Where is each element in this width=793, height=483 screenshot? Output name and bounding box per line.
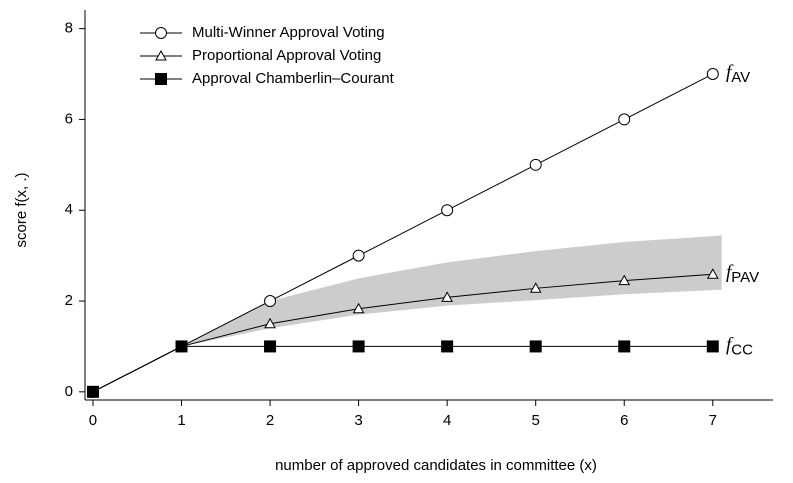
point (529, 158, 542, 171)
annotation-f: f (726, 335, 734, 356)
annotation: fPAV (726, 263, 759, 287)
legend-label: Approval Chamberlin–Courant (192, 70, 395, 87)
x-tick-label: 0 (89, 412, 97, 429)
x-tick-label: 4 (443, 412, 451, 429)
annotation: fAV (726, 62, 750, 86)
y-tick-label: 4 (65, 201, 73, 218)
y-tick-label: 0 (65, 383, 73, 400)
point (618, 274, 631, 286)
annotation-sub: PAV (731, 269, 759, 286)
point (706, 268, 719, 279)
point (175, 340, 188, 353)
point (441, 340, 454, 353)
x-tick-label: 3 (354, 412, 362, 429)
point (155, 27, 167, 39)
point (264, 340, 277, 353)
series-line (92, 345, 713, 393)
point (706, 68, 719, 81)
point (441, 291, 454, 302)
point (441, 204, 454, 217)
annotation-sub: CC (731, 341, 753, 358)
legend-label: Proportional Approval Voting (192, 47, 381, 64)
series-line (92, 273, 713, 393)
annotation-sub: AV (731, 69, 750, 86)
point (352, 302, 365, 314)
x-tick-label: 1 (177, 412, 185, 429)
point (86, 385, 99, 398)
x-tick-label: 6 (620, 412, 628, 429)
y-axis-label: score f(x, .) (13, 172, 30, 247)
point (529, 282, 542, 293)
x-tick-label: 2 (266, 412, 274, 429)
annotation-f: f (726, 263, 734, 284)
point (352, 249, 365, 262)
point (618, 340, 631, 353)
point (155, 73, 167, 85)
annotation-f: f (726, 62, 734, 83)
legend-label: Multi-Winner Approval Voting (192, 24, 385, 41)
y-tick-label: 2 (65, 292, 73, 309)
y-tick-label: 8 (65, 20, 73, 37)
x-tick-label: 7 (709, 412, 717, 429)
point (155, 49, 167, 61)
point (529, 340, 542, 353)
point (264, 295, 277, 308)
y-tick-label: 6 (65, 110, 73, 127)
point (352, 340, 365, 353)
point (706, 340, 719, 353)
band (181, 235, 722, 347)
annotation: fCC (726, 335, 753, 359)
point (264, 317, 276, 329)
series-line (92, 73, 714, 393)
x-tick-label: 5 (532, 412, 540, 429)
x-axis-label: number of approved candidates in committ… (275, 457, 597, 474)
point (618, 113, 631, 126)
